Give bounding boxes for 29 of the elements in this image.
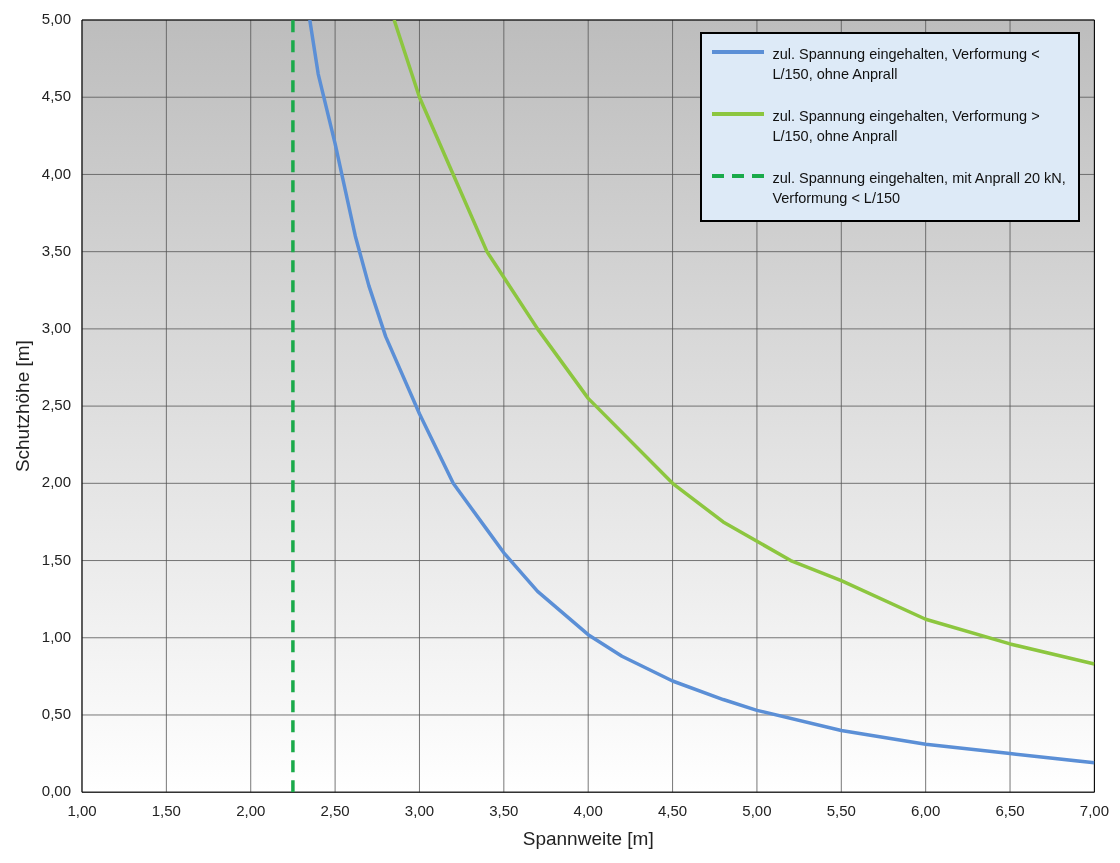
y-tick-label: 0,50 [41,705,71,723]
x-tick-label: 1,50 [151,802,181,820]
x-tick-label: 5,00 [742,802,772,820]
y-tick-label: 3,00 [41,319,71,337]
y-tick-label: 4,50 [41,87,71,105]
x-tick-label: 4,00 [573,802,603,820]
x-tick-label: 5,50 [826,802,856,820]
x-tick-label: 2,50 [320,802,350,820]
x-tick-label: 4,50 [657,802,688,820]
y-tick-label: 4,00 [41,164,71,182]
y-tick-label: 2,50 [41,396,71,414]
x-tick-label: 6,50 [995,802,1025,820]
x-axis-title: Spannweite [m] [522,827,654,849]
y-tick-label: 2,00 [41,473,71,491]
x-tick-label: 7,00 [1079,802,1109,820]
y-tick-label: 3,50 [41,241,71,259]
x-tick-label: 3,50 [489,802,519,820]
y-tick-label: 1,50 [41,550,71,568]
legend-label: zul. Spannung eingehalten, Verformung < L/150, ohne Anprall [772,45,1041,84]
y-tick-label: 1,00 [41,627,71,645]
legend-label: zul. Spannung eingehalten, Verformung > L/150, ohne Anprall [772,107,1041,146]
x-tick-label: 3,00 [404,802,435,820]
x-tick-label: 6,00 [911,802,941,820]
x-tick-label: 2,00 [236,802,266,820]
y-axis-title: Schutzhöhe [m] [11,340,33,473]
x-tick-label: 1,00 [67,802,97,820]
legend-label: zul. Spannung eingehalten, mit Anprall 20 kN, Verformung < L/150 [772,169,1067,208]
y-tick-label: 0,00 [41,782,71,800]
y-tick-label: 5,00 [41,10,71,28]
